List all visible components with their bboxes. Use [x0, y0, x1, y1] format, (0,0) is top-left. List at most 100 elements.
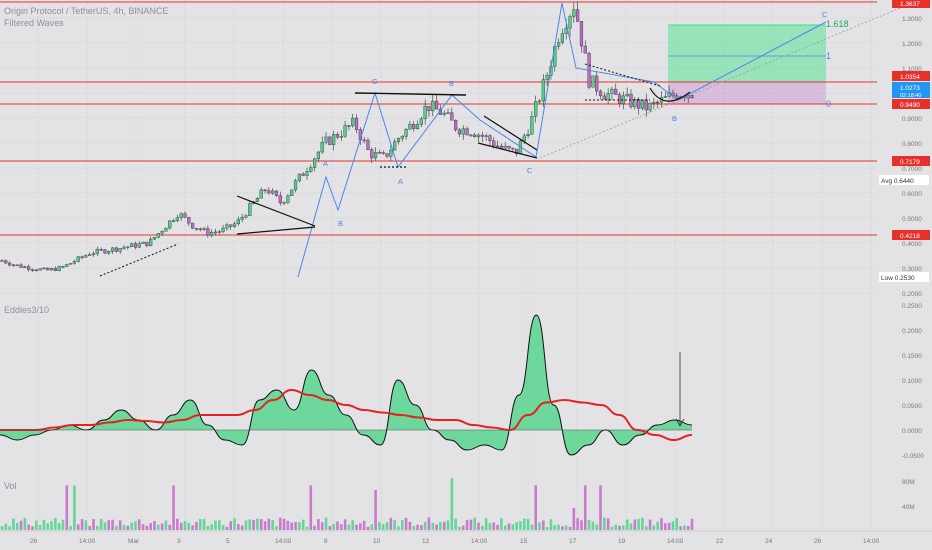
volume-bar [210, 524, 213, 530]
volume-bar [46, 523, 50, 530]
candle [534, 101, 538, 117]
candle [492, 140, 496, 147]
volume-bar [130, 522, 133, 530]
candle [495, 145, 500, 148]
volume-bar [500, 518, 503, 530]
chart-title: Origin Protocol / TetherUS, 4h, BINANCE [4, 6, 169, 16]
candle [381, 152, 385, 154]
candle [370, 149, 374, 159]
volume-bar [549, 519, 553, 530]
volume-bar [27, 524, 30, 530]
time-tick-label: 22 [716, 538, 724, 545]
time-tick-label: 14:00 [863, 538, 880, 545]
volume-bar [587, 519, 591, 530]
fib-label: 1.618 [826, 19, 849, 29]
candle [61, 266, 65, 268]
candle [400, 136, 404, 139]
candle [8, 262, 12, 266]
volume-bar [149, 523, 152, 530]
volume-bar [92, 519, 95, 530]
candle [38, 268, 42, 271]
candle [156, 233, 160, 238]
price-tick-label: 1.1000 [902, 66, 922, 73]
candle [541, 79, 545, 102]
price-tick-label: 0.9000 [902, 116, 922, 123]
volume-bar [256, 518, 259, 530]
volume-bar [19, 520, 23, 530]
candle [309, 167, 313, 172]
candle [423, 105, 427, 120]
time-tick-label: 26 [814, 538, 822, 545]
candle [633, 99, 637, 108]
candle [339, 136, 343, 138]
price-tick-label: 0.5000 [902, 216, 922, 223]
volume-bar [667, 522, 671, 530]
volume-bar [187, 522, 191, 530]
current-price-label: 1.0273 [900, 85, 920, 92]
wave-label: B [449, 79, 454, 88]
candle [511, 147, 515, 150]
volume-bar [614, 524, 618, 530]
volume-bar [633, 519, 637, 530]
volume-tick-label: 40M [902, 504, 915, 511]
volume-bar [644, 526, 648, 530]
volume-bar [115, 525, 118, 530]
candle [290, 189, 294, 196]
candle [324, 136, 328, 143]
candle [354, 117, 359, 130]
candle [434, 100, 439, 110]
volume-bar [263, 521, 267, 530]
oscillator-tick-label: 0.0000 [902, 428, 922, 435]
time-tick-label: 8 [324, 538, 328, 545]
candle [343, 125, 347, 137]
current-price-tag [892, 82, 930, 98]
candle [293, 180, 298, 191]
candle [107, 251, 111, 254]
time-tick-label: 15 [520, 538, 528, 545]
volume-bar [530, 524, 534, 530]
volume-bar [412, 525, 416, 530]
candle [130, 243, 134, 247]
candle [515, 148, 519, 155]
volume-bar [564, 525, 568, 530]
volume-bar [362, 520, 366, 530]
volume-bar [446, 520, 450, 530]
volume-bar [538, 522, 541, 530]
volume-bar [305, 526, 309, 530]
volume-bar [606, 518, 610, 530]
volume-bar [450, 478, 454, 530]
candle [267, 190, 271, 194]
volume-bar [484, 518, 488, 530]
fib-label: 1 [826, 51, 831, 61]
volume-bar [507, 523, 511, 530]
volume-bar [461, 525, 465, 530]
candle [76, 256, 80, 262]
candle [572, 9, 576, 17]
candle [606, 93, 610, 100]
volume-bar [400, 520, 404, 530]
volume-bar [618, 525, 621, 530]
volume-bar [156, 524, 160, 530]
volume-bar [168, 524, 172, 530]
volume-bar [195, 521, 198, 530]
volume-bar [137, 519, 141, 530]
volume-bar [374, 490, 377, 530]
volume-bar [393, 519, 396, 530]
volume-bar [656, 521, 659, 530]
volume-bar [88, 526, 91, 530]
volume-bar [73, 485, 76, 530]
volume-bar [76, 524, 80, 530]
volume-bar [568, 526, 572, 530]
volume-bar [385, 522, 389, 530]
price-tag [892, 156, 930, 166]
candle [286, 195, 290, 203]
candle [206, 228, 210, 236]
volume-bar [583, 485, 587, 530]
candle [320, 142, 324, 153]
trend-line [539, 7, 901, 159]
candle [461, 128, 465, 135]
grid-lines [0, 0, 877, 530]
candle [556, 42, 561, 47]
candle [0, 260, 4, 262]
